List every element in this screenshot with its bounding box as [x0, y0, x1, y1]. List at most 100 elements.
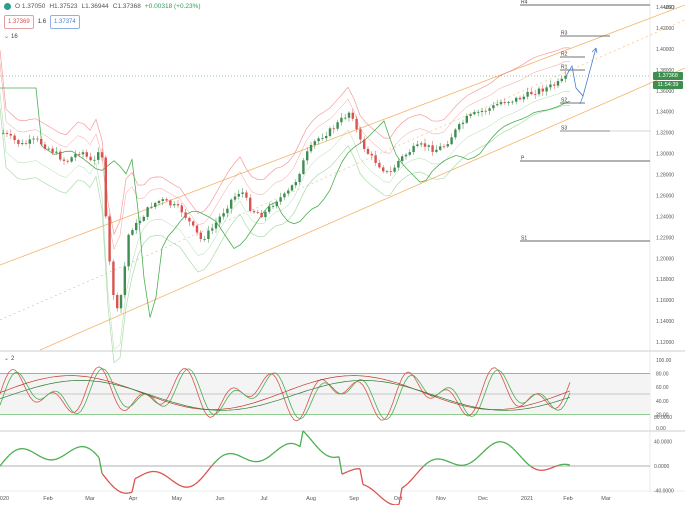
legend-high: H1.37523: [49, 3, 78, 10]
lower-band-inner-line[interactable]: [0, 91, 570, 350]
candle-body: [112, 261, 115, 296]
candle-body: [515, 97, 518, 102]
stoch-slow-signal-line[interactable]: [0, 380, 571, 411]
osc-segment: [2, 458, 7, 463]
osc-segment: [455, 463, 460, 466]
osc-segment: [167, 476, 172, 481]
stoch-axis-label: 0.00: [656, 426, 666, 432]
candle-body: [496, 104, 499, 106]
candle-body: [81, 152, 85, 155]
osc-segment: [101, 473, 106, 478]
channel-lower-line[interactable]: [39, 67, 685, 351]
osc-segment: [209, 464, 214, 469]
price-axis-label: 1.30000: [656, 152, 674, 158]
pivot-label: S2: [561, 98, 567, 104]
stoch-axis-label: 60.00: [656, 385, 669, 391]
buy-button[interactable]: 1.37374: [50, 15, 80, 29]
osc-segment: [215, 457, 220, 462]
candle-body: [294, 182, 297, 186]
time-axis-label: Jul: [260, 496, 267, 502]
chevron-down-icon: ⌄: [4, 34, 10, 40]
osc-segment: [491, 442, 496, 446]
candle-body: [13, 135, 16, 141]
lower-band-line[interactable]: [0, 104, 571, 364]
stoch-axis-label: 100.00: [656, 358, 672, 364]
time-axis-label: Nov: [436, 496, 446, 502]
osc-segment: [509, 445, 514, 449]
candle-body: [59, 151, 62, 160]
candle-body: [256, 212, 259, 214]
channel-upper-line[interactable]: [0, 4, 685, 266]
pivot-label: R4: [521, 0, 528, 6]
upper-band-inner-line[interactable]: [0, 61, 571, 251]
osc-segment: [206, 467, 211, 473]
osc-segment: [182, 486, 187, 488]
candles[interactable]: [2, 71, 567, 314]
osc-segment: [500, 441, 505, 443]
candle-body: [492, 105, 495, 109]
arrow-head-icon: [591, 47, 598, 54]
osc-segment: [269, 453, 274, 457]
projection-path[interactable]: [565, 47, 597, 97]
moving-average-line[interactable]: [0, 87, 571, 318]
currency-label: USD: [664, 5, 675, 11]
pivot-label: R3: [561, 31, 568, 37]
osc-segment: [32, 451, 37, 455]
osc-segment: [389, 503, 394, 505]
osc-segment: [278, 446, 283, 450]
osc-segment: [326, 454, 331, 458]
price-axis-label: 1.20000: [656, 256, 674, 262]
candle-body: [275, 201, 278, 207]
osc-segment: [77, 445, 82, 448]
candle-body: [336, 122, 339, 129]
osc-segment: [341, 472, 346, 475]
osc-segment: [377, 494, 382, 498]
osc-segment: [284, 443, 289, 446]
osc-segment: [323, 453, 328, 457]
candle-body: [100, 152, 104, 158]
stoch-slow-line[interactable]: [0, 375, 571, 410]
osc-segment: [188, 485, 193, 488]
candle-body: [450, 137, 453, 145]
time-axis-label: Mar: [601, 496, 611, 502]
osc-segment: [350, 468, 355, 471]
main-indicator-toggle[interactable]: ⌄ 16: [4, 33, 18, 41]
osc-segment: [191, 483, 196, 487]
osc-segment: [452, 462, 457, 466]
osc-segment: [107, 480, 112, 485]
oscillator-pane[interactable]: [0, 430, 650, 505]
stoch-indicator-count: 2: [11, 355, 15, 362]
candle-body: [9, 133, 12, 136]
osc-segment: [134, 476, 139, 480]
upper-band-line[interactable]: [0, 47, 571, 236]
candle-body: [268, 206, 271, 212]
stoch-k-line[interactable]: [0, 366, 571, 422]
osc-segment: [521, 457, 526, 462]
stochastic-pane[interactable]: [0, 366, 650, 422]
osc-segment: [53, 458, 58, 461]
osc-segment: [23, 448, 28, 451]
pivot-label: P: [521, 156, 525, 162]
sell-button[interactable]: 1.37369: [4, 15, 34, 29]
osc-segment: [155, 471, 160, 473]
time-axis-label: Feb: [563, 496, 572, 502]
osc-segment: [440, 458, 445, 461]
candle-body: [313, 141, 316, 145]
osc-segment: [314, 444, 319, 449]
osc-segment: [11, 450, 16, 454]
osc-segment: [464, 463, 469, 466]
osc-segment: [194, 481, 199, 485]
projection-branch[interactable]: [575, 87, 584, 105]
osc-segment: [59, 455, 64, 459]
candle-body: [560, 78, 563, 82]
osc-segment: [266, 455, 271, 459]
osc-axis-label: 0.0000: [654, 464, 670, 470]
stoch-indicator-toggle[interactable]: ⌄ 2: [4, 355, 15, 363]
osc-segment: [245, 458, 250, 461]
osc-segment: [548, 467, 553, 470]
osc-segment: [320, 450, 325, 455]
candle-body: [245, 192, 248, 198]
pivot-label: S3: [561, 126, 567, 132]
candle-body: [382, 167, 385, 172]
